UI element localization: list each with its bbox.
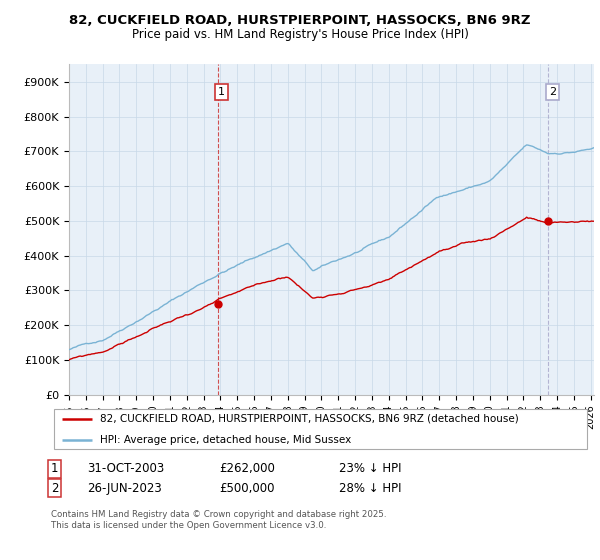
Text: 1: 1 (51, 462, 59, 475)
FancyBboxPatch shape (54, 409, 587, 450)
Text: 82, CUCKFIELD ROAD, HURSTPIERPOINT, HASSOCKS, BN6 9RZ: 82, CUCKFIELD ROAD, HURSTPIERPOINT, HASS… (69, 14, 531, 27)
Text: HPI: Average price, detached house, Mid Sussex: HPI: Average price, detached house, Mid … (100, 435, 351, 445)
Text: £500,000: £500,000 (219, 482, 275, 495)
Text: 26-JUN-2023: 26-JUN-2023 (87, 482, 162, 495)
Text: 31-OCT-2003: 31-OCT-2003 (87, 462, 164, 475)
Text: 2: 2 (549, 87, 556, 97)
Text: Price paid vs. HM Land Registry's House Price Index (HPI): Price paid vs. HM Land Registry's House … (131, 28, 469, 41)
Text: 2: 2 (51, 482, 59, 495)
Text: 23% ↓ HPI: 23% ↓ HPI (339, 462, 401, 475)
Text: 1: 1 (218, 87, 225, 97)
Text: 28% ↓ HPI: 28% ↓ HPI (339, 482, 401, 495)
Text: £262,000: £262,000 (219, 462, 275, 475)
Text: Contains HM Land Registry data © Crown copyright and database right 2025.
This d: Contains HM Land Registry data © Crown c… (51, 510, 386, 530)
Text: 82, CUCKFIELD ROAD, HURSTPIERPOINT, HASSOCKS, BN6 9RZ (detached house): 82, CUCKFIELD ROAD, HURSTPIERPOINT, HASS… (100, 414, 518, 424)
